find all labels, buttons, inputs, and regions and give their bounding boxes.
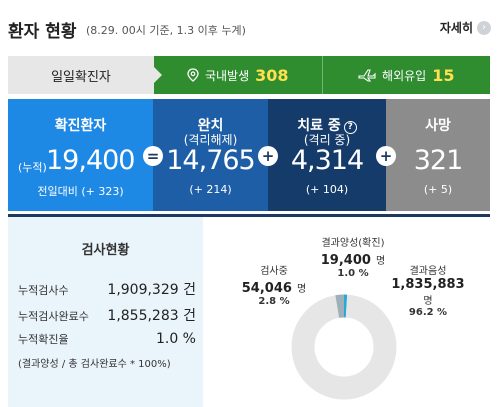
treatment-sublabel: (격리 중) bbox=[303, 133, 351, 147]
daily-cases-label: 일일확진자 bbox=[8, 56, 162, 94]
confirmed-card: 확진환자 (누적) 19,400 전일대비 (+ 323) bbox=[8, 99, 153, 211]
test-row-total: 누적검사수 1,909,329 건 bbox=[18, 279, 196, 299]
test-status-panel: 검사현황 누적검사수 1,909,329 건 누적검사완료수 1,855,283… bbox=[8, 217, 203, 407]
test-row-label: 누적검사완료수 bbox=[18, 310, 89, 323]
domestic-cases: 국내발생 308 bbox=[154, 56, 323, 94]
donut-label-positive: 결과양성(확진) 19,400 명 1.0 % bbox=[298, 234, 408, 279]
daily-cases-bar: 일일확진자 국내발생 308 해외유입 15 bbox=[8, 56, 490, 94]
test-result-donut bbox=[291, 294, 397, 400]
released-sublabel: (격리해제) bbox=[183, 133, 238, 147]
confirmed-label: 확진환자 bbox=[54, 118, 107, 134]
death-value: 321 bbox=[413, 145, 464, 176]
positive-value: 19,400 bbox=[320, 253, 371, 268]
donut-label-testing: 검사중 54,046 명 2.8 % bbox=[229, 262, 319, 307]
test-status-title: 검사현황 bbox=[81, 243, 130, 258]
detail-label: 자세히 bbox=[439, 21, 473, 35]
death-label: 사망 bbox=[425, 118, 451, 134]
test-row-value: 1,855,283 건 bbox=[107, 308, 196, 324]
positive-name: 결과양성(확진) bbox=[321, 238, 385, 249]
test-row-value: 1,909,329 건 bbox=[107, 282, 196, 298]
header: 환자 현황 (8.29. 00시 기준, 1.3 이후 누계) 자세히 › bbox=[0, 0, 499, 44]
test-rate-note: (결과양성 / 총 검사완료수 * 100%) bbox=[18, 359, 171, 370]
testing-name: 검사중 bbox=[260, 266, 288, 277]
test-row-rate: 누적확진율 1.0 % bbox=[18, 331, 196, 347]
testing-value: 54,046 bbox=[241, 281, 292, 296]
positive-pct: 1.0 % bbox=[337, 268, 369, 279]
confirmed-value: 19,400 bbox=[46, 145, 135, 176]
death-card: 사망 321 (+ 5) bbox=[386, 99, 490, 211]
released-card: 완치 (격리해제) 14,765 (+ 214) bbox=[153, 99, 268, 211]
negative-name: 결과음성 bbox=[409, 266, 447, 277]
overseas-cases-label: 해외유입 bbox=[382, 68, 427, 83]
domestic-cases-label: 국내발생 bbox=[204, 68, 250, 83]
overseas-cases: 해외유입 15 bbox=[322, 56, 490, 94]
death-delta: (+ 5) bbox=[423, 183, 453, 196]
summary-cards: 확진환자 (누적) 19,400 전일대비 (+ 323) 완치 (격리해제) … bbox=[8, 99, 490, 211]
test-row-completed: 누적검사완료수 1,855,283 건 bbox=[18, 305, 196, 325]
testing-pct: 2.8 % bbox=[258, 296, 290, 307]
test-row-label: 누적검사수 bbox=[18, 284, 69, 297]
domestic-cases-value: 308 bbox=[255, 65, 289, 85]
confirmed-prefix: (누적) bbox=[18, 161, 47, 174]
page-title: 환자 현황 bbox=[8, 22, 77, 42]
confirmed-delta: 전일대비 (+ 323) bbox=[37, 185, 124, 198]
plus-icon: + bbox=[258, 146, 278, 166]
test-result-donut-panel: 결과양성(확진) 19,400 명 1.0 % 검사중 54,046 명 2.8… bbox=[203, 217, 490, 407]
treatment-label-row: 치료 중? bbox=[268, 115, 386, 135]
help-icon[interactable]: ? bbox=[343, 121, 357, 134]
airplane-icon bbox=[358, 69, 376, 82]
divider bbox=[8, 214, 490, 217]
treatment-value: 4,314 bbox=[290, 145, 364, 176]
page-subtitle: (8.29. 00시 기준, 1.3 이후 누계) bbox=[86, 24, 246, 37]
treatment-delta: (+ 104) bbox=[305, 183, 349, 196]
released-label: 완치 bbox=[197, 118, 224, 134]
donut-slice-testing bbox=[291, 294, 397, 400]
testing-unit: 명 bbox=[297, 284, 307, 295]
overseas-cases-value: 15 bbox=[432, 65, 455, 85]
equals-icon: = bbox=[143, 146, 163, 166]
released-delta: (+ 214) bbox=[189, 183, 232, 196]
positive-unit: 명 bbox=[376, 256, 386, 267]
negative-pct: 96.2 % bbox=[408, 307, 448, 318]
plus-icon: + bbox=[376, 146, 396, 166]
donut-slice-negative bbox=[291, 294, 397, 400]
negative-value: 1,835,883 bbox=[391, 277, 465, 292]
negative-unit: 명 bbox=[423, 296, 433, 307]
detail-link[interactable]: 자세히 › bbox=[440, 19, 491, 36]
treatment-card: 치료 중? (격리 중) 4,314 (+ 104) bbox=[268, 99, 386, 211]
test-row-value: 1.0 % bbox=[155, 331, 196, 347]
treatment-label: 치료 중 bbox=[297, 118, 341, 134]
test-row-label: 누적확진율 bbox=[18, 333, 69, 346]
released-value: 14,765 bbox=[166, 145, 255, 176]
chevron-right-icon: › bbox=[477, 20, 491, 35]
location-pin-icon bbox=[187, 68, 199, 82]
donut-label-negative: 결과음성 1,835,883 명 96.2 % bbox=[373, 262, 483, 318]
